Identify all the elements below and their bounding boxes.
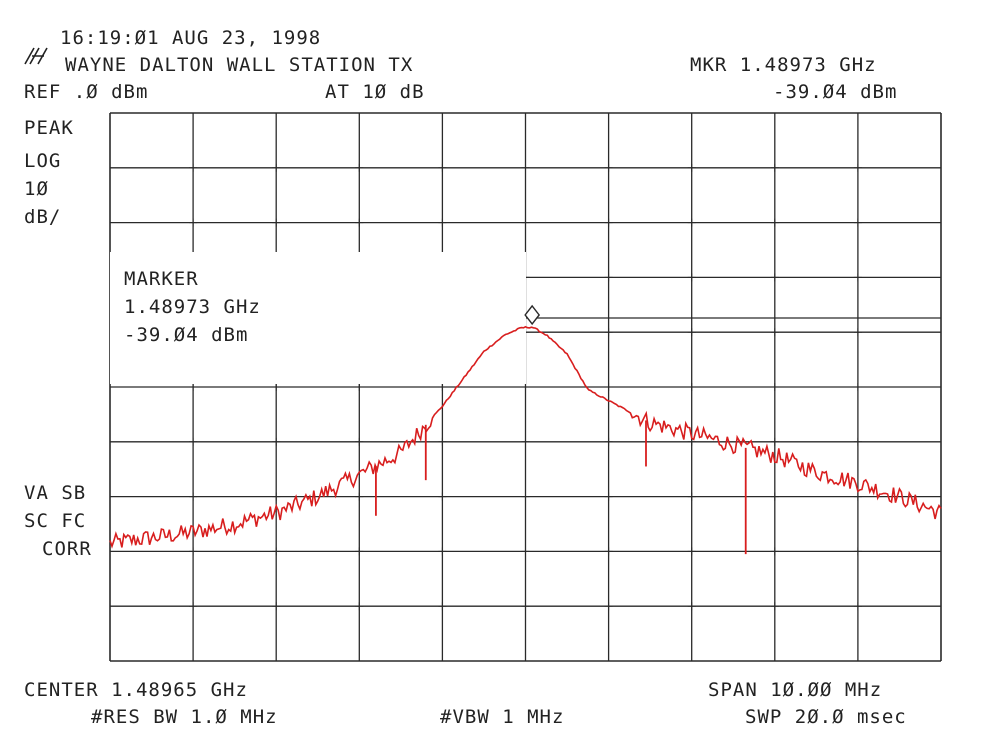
scale-unit-label: dB/ <box>24 206 62 228</box>
attenuation-label: AT 1Ø dB <box>325 81 425 103</box>
marker-readout-frequency: MKR 1.48973 GHz <box>690 54 877 76</box>
ref-level-label: REF .Ø dBm <box>24 81 149 103</box>
trace <box>109 325 942 555</box>
marker-box-frequency: 1.48973 GHz <box>124 296 261 318</box>
diamond-marker-icon <box>524 304 541 326</box>
center-frequency-label: CENTER 1.48965 GHz <box>24 679 248 701</box>
span-label: SPAN 1Ø.ØØ MHz <box>708 679 883 701</box>
status-flags-line3: CORR <box>42 538 92 560</box>
scale-value-label: 1Ø <box>24 178 49 200</box>
station-title: WAYNE DALTON WALL STATION TX <box>65 54 414 76</box>
detector-mode-label: PEAK <box>24 117 74 139</box>
sweep-time-label: SWP 2Ø.Ø msec <box>745 706 907 728</box>
datetime-label: 16:19:Ø1 AUG 23, 1998 <box>60 27 322 49</box>
status-flags-line1: VA SB <box>24 482 87 504</box>
scale-mode-label: LOG <box>24 150 62 172</box>
marker-box-title: MARKER <box>124 268 199 290</box>
marker-box-background <box>110 252 526 384</box>
rbw-label: #RES BW 1.Ø MHz <box>91 706 278 728</box>
vbw-label: #VBW 1 MHz <box>440 706 565 728</box>
marker-box-level: -39.Ø4 dBm <box>124 324 249 346</box>
hp-logo-icon <box>24 47 48 65</box>
graticule <box>109 112 942 662</box>
marker-readout-level: -39.Ø4 dBm <box>773 81 898 103</box>
status-flags-line2: SC FC <box>24 510 87 532</box>
spectrum-trace-line <box>109 325 942 549</box>
